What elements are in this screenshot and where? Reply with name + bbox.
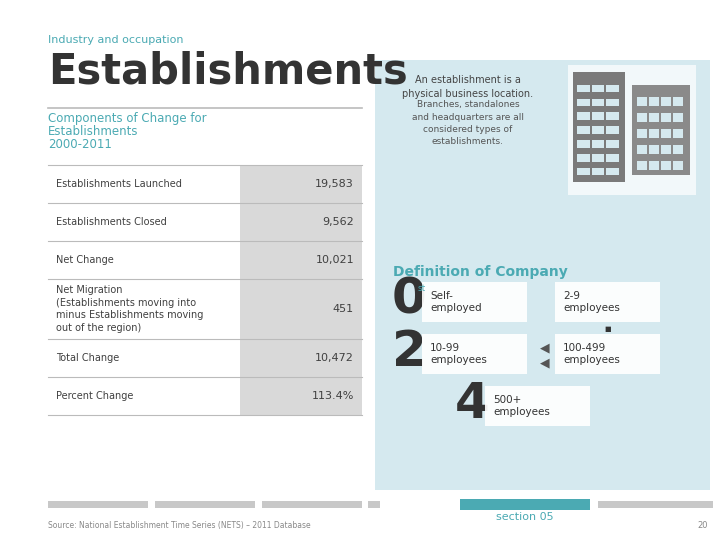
Bar xyxy=(598,501,713,508)
Bar xyxy=(568,65,696,195)
Bar xyxy=(636,161,647,170)
Bar xyxy=(606,168,618,176)
Text: 451: 451 xyxy=(333,304,354,314)
Text: Establishments Launched: Establishments Launched xyxy=(56,179,182,189)
Text: Total Change: Total Change xyxy=(56,353,120,363)
Bar xyxy=(661,145,671,154)
Text: 10-99
employees: 10-99 employees xyxy=(430,343,487,365)
Text: Establishments: Establishments xyxy=(48,125,138,138)
Bar xyxy=(673,97,683,106)
Text: Components of Change for: Components of Change for xyxy=(48,112,207,125)
Text: 19,583: 19,583 xyxy=(315,179,354,189)
Bar xyxy=(592,140,604,148)
Bar xyxy=(636,145,647,154)
Bar xyxy=(661,113,671,122)
Bar xyxy=(661,97,671,106)
Text: 2-9
employees: 2-9 employees xyxy=(563,291,620,313)
Bar xyxy=(460,499,590,510)
Text: Establishments: Establishments xyxy=(48,50,408,92)
Bar xyxy=(555,334,660,374)
Bar xyxy=(155,501,255,508)
Text: st: st xyxy=(418,284,426,293)
Bar xyxy=(240,339,362,377)
Bar xyxy=(649,97,659,106)
Text: An establishment is a
physical business location.: An establishment is a physical business … xyxy=(402,75,534,99)
Bar xyxy=(673,145,683,154)
Bar xyxy=(240,241,362,279)
Text: Definition of Company: Definition of Company xyxy=(393,265,568,279)
Bar xyxy=(573,72,625,182)
Text: 20: 20 xyxy=(698,521,708,530)
Bar xyxy=(649,129,659,138)
Text: 0: 0 xyxy=(392,276,427,324)
Text: section 05: section 05 xyxy=(496,512,554,522)
Bar xyxy=(577,85,590,92)
Bar xyxy=(606,85,618,92)
Bar xyxy=(48,501,148,508)
Bar xyxy=(240,203,362,241)
Bar xyxy=(368,501,380,508)
Text: Industry and occupation: Industry and occupation xyxy=(48,35,184,45)
Text: 2: 2 xyxy=(392,328,427,376)
Bar xyxy=(632,85,690,175)
Text: Percent Change: Percent Change xyxy=(56,391,133,401)
Bar xyxy=(673,129,683,138)
Bar xyxy=(577,126,590,134)
Bar xyxy=(375,60,710,490)
Text: Establishments Closed: Establishments Closed xyxy=(56,217,167,227)
Text: 113.4%: 113.4% xyxy=(312,391,354,401)
Text: 100-499
employees: 100-499 employees xyxy=(563,343,620,365)
Bar xyxy=(661,161,671,170)
Text: 10,472: 10,472 xyxy=(315,353,354,363)
Bar xyxy=(577,154,590,161)
Bar xyxy=(240,377,362,415)
Text: Net Change: Net Change xyxy=(56,255,114,265)
Bar xyxy=(606,154,618,161)
Bar xyxy=(555,282,660,322)
Text: ■: ■ xyxy=(604,326,611,332)
Bar xyxy=(577,140,590,148)
Text: ◀: ◀ xyxy=(540,356,550,369)
Bar xyxy=(262,501,362,508)
Bar xyxy=(422,282,527,322)
Bar xyxy=(606,140,618,148)
Text: 500+
employees: 500+ employees xyxy=(493,395,550,417)
Bar xyxy=(592,126,604,134)
Bar xyxy=(485,386,590,426)
Text: Self-
employed: Self- employed xyxy=(430,291,482,313)
Text: 4: 4 xyxy=(455,380,490,428)
Bar xyxy=(592,85,604,92)
Bar xyxy=(649,113,659,122)
Bar xyxy=(240,165,362,203)
Bar xyxy=(606,126,618,134)
Text: 9,562: 9,562 xyxy=(323,217,354,227)
Text: Source: National Establishment Time Series (NETS) – 2011 Database: Source: National Establishment Time Seri… xyxy=(48,521,310,530)
Bar xyxy=(661,129,671,138)
Bar xyxy=(592,99,604,106)
Bar xyxy=(649,161,659,170)
Text: Net Migration
(Establishments moving into
minus Establishments moving
out of the: Net Migration (Establishments moving int… xyxy=(56,285,203,333)
Bar xyxy=(577,112,590,120)
Bar xyxy=(606,112,618,120)
Bar xyxy=(592,154,604,161)
Bar xyxy=(577,99,590,106)
Text: 10,021: 10,021 xyxy=(315,255,354,265)
Bar xyxy=(606,99,618,106)
Bar xyxy=(592,168,604,176)
Bar xyxy=(422,334,527,374)
Bar xyxy=(636,113,647,122)
Text: ◀: ◀ xyxy=(540,341,550,354)
Text: Branches, standalones
and headquarters are all
considered types of
establishment: Branches, standalones and headquarters a… xyxy=(412,100,524,146)
Bar xyxy=(673,113,683,122)
Bar xyxy=(649,145,659,154)
Text: 2000-2011: 2000-2011 xyxy=(48,138,112,151)
Bar xyxy=(673,161,683,170)
Bar xyxy=(636,97,647,106)
Bar xyxy=(577,168,590,176)
Bar xyxy=(240,279,362,339)
Bar xyxy=(592,112,604,120)
Bar xyxy=(636,129,647,138)
